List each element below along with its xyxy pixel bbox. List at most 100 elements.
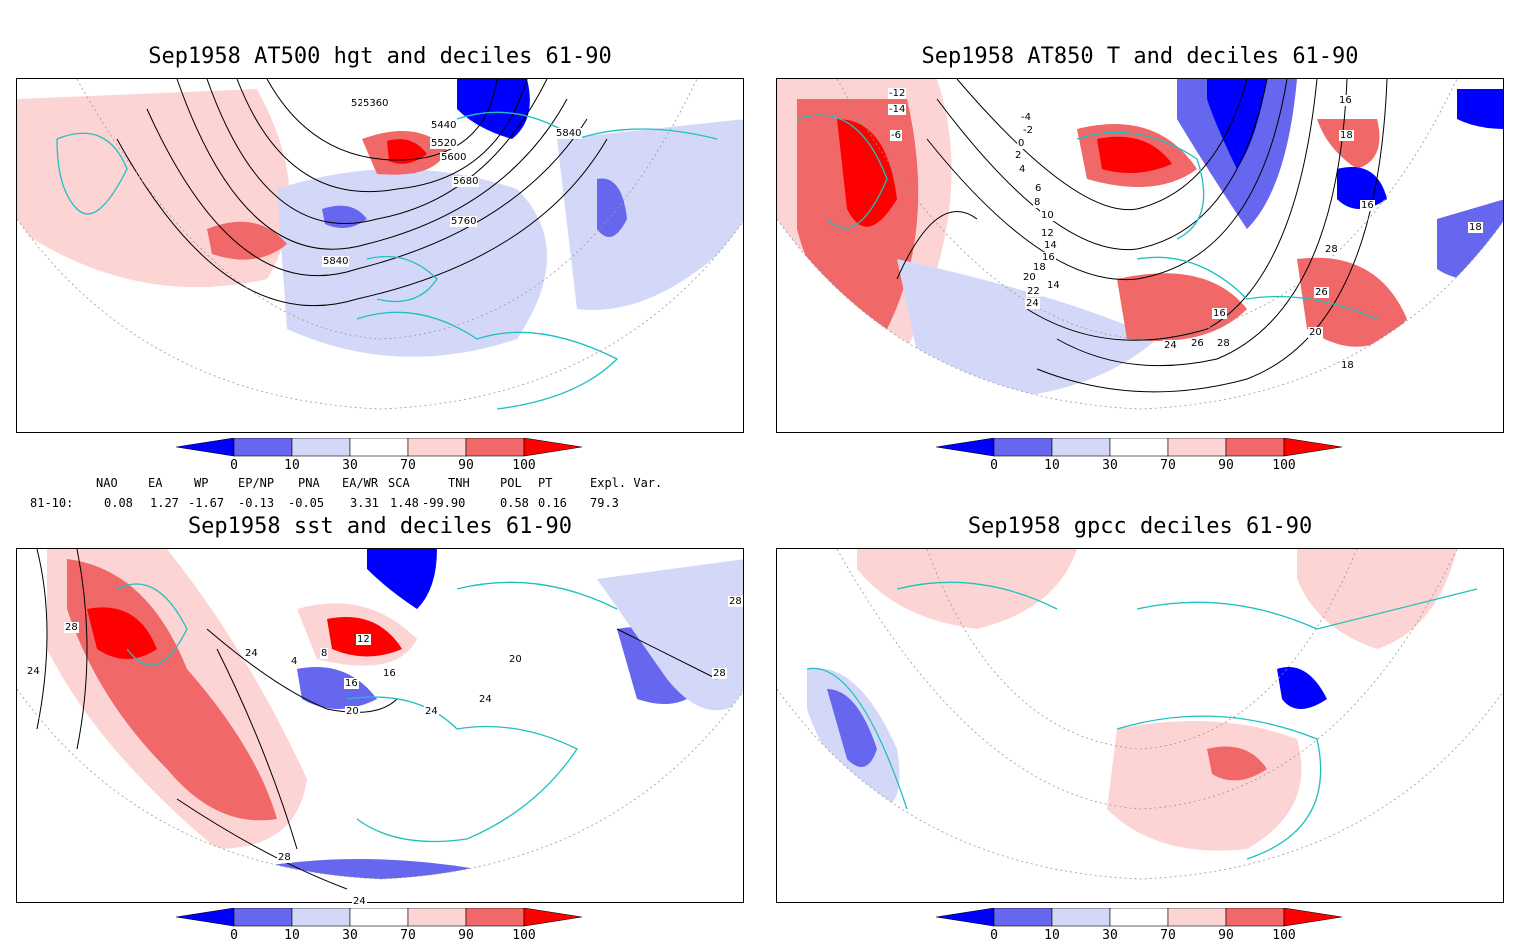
shade-region: [207, 221, 287, 260]
map-panel-sst: [16, 548, 744, 903]
cbar-seg: [349, 437, 409, 457]
shade-region: [1207, 79, 1267, 169]
index-value: 0.58: [500, 496, 529, 510]
contour-label: 24: [352, 896, 367, 907]
cbar-seg: [993, 907, 1053, 927]
cbar-seg: [1051, 437, 1111, 457]
panel-title-t850: Sep1958 AT850 T and deciles 61-90: [921, 44, 1359, 69]
shade-region: [1317, 119, 1380, 169]
contour-label: 24: [244, 648, 259, 659]
cbar-seg: [291, 907, 351, 927]
cbar-seg: [233, 437, 293, 457]
shade-region: [1457, 89, 1503, 129]
cbar-seg: [1225, 437, 1285, 457]
index-value: 0.16: [538, 496, 567, 510]
cbar-seg: [465, 437, 525, 457]
cbar-seg: [465, 907, 525, 927]
cbar-seg: [523, 437, 583, 457]
contour-label: 6: [1034, 183, 1043, 194]
index-header: TNH: [448, 476, 470, 490]
contour-label: 4: [290, 656, 299, 667]
contour-label: 14: [1043, 240, 1058, 251]
cbar-tick: 70: [400, 458, 416, 472]
contour-label: 12: [356, 634, 371, 645]
shade-region: [1097, 136, 1172, 173]
contour-label: 2: [1014, 150, 1023, 161]
cbar-seg: [175, 907, 235, 927]
contour-label: 28: [1324, 244, 1339, 255]
index-header: PT: [538, 476, 553, 490]
cbar-tick: 10: [284, 458, 300, 472]
contour-label: 8: [1033, 197, 1042, 208]
contour-label: -4: [1020, 112, 1032, 123]
contour-label: 5360: [362, 98, 390, 109]
index-header: WP: [194, 476, 209, 490]
contour-label: 12: [1040, 228, 1055, 239]
contour-label: 24: [1025, 298, 1040, 309]
shade-region: [557, 119, 743, 310]
contour-label: 8: [320, 648, 329, 659]
contour-label: 18: [1340, 360, 1355, 371]
shade-region: [247, 859, 477, 879]
shade-region: [597, 178, 627, 237]
cbar-seg: [175, 437, 235, 457]
panel-title-sst: Sep1958 sst and deciles 61-90: [187, 514, 573, 539]
contour-label: 5600: [440, 152, 468, 163]
cbar-tick: 100: [512, 458, 535, 472]
cbar-tick: 100: [1272, 458, 1295, 472]
contour-label: 5680: [452, 176, 480, 187]
index-header: NAO: [96, 476, 118, 490]
cbar-tick: 10: [1044, 928, 1060, 942]
shade-region: [297, 667, 377, 709]
contour-label: 22: [1026, 286, 1041, 297]
index-value: 1.27: [150, 496, 179, 510]
cbar-tick: 0: [230, 458, 238, 472]
contour-label: 18: [1339, 130, 1354, 141]
shade-region: [837, 119, 897, 227]
cbar-seg: [1283, 907, 1343, 927]
cbar-tick: 30: [1102, 458, 1118, 472]
index-value: 1.48: [390, 496, 419, 510]
index-value: -1.67: [188, 496, 225, 510]
cbar-tick: 90: [1218, 458, 1234, 472]
cbar-seg: [935, 437, 995, 457]
colorbar-1: 0 10 30 70 90 100: [175, 437, 586, 476]
colorbar-3: 0 10 30 70 90 100: [175, 907, 586, 946]
shade-region: [457, 79, 530, 139]
cbar-seg: [1167, 437, 1227, 457]
contour-label: 16: [382, 668, 397, 679]
cbar-tick: 70: [1160, 458, 1176, 472]
cbar-tick: 30: [342, 928, 358, 942]
contour-label: 5760: [450, 216, 478, 227]
contour-label: 28: [728, 596, 743, 607]
cbar-tick: 90: [1218, 928, 1234, 942]
cbar-tick: 100: [1272, 928, 1295, 942]
contour-label: 5520: [430, 138, 458, 149]
shade-region: [1337, 167, 1387, 209]
shade-region: [87, 607, 157, 659]
contour-label: 24: [424, 706, 439, 717]
contour-label: 5440: [430, 120, 458, 131]
cbar-seg: [1225, 907, 1285, 927]
panel-title-hgt500: Sep1958 AT500 hgt and deciles 61-90: [148, 44, 612, 69]
index-header: PNA: [298, 476, 320, 490]
index-row-label: 81-10:: [30, 496, 74, 510]
contour-label: 16: [1212, 308, 1227, 319]
index-header: Expl. Var.: [590, 476, 663, 490]
contour-label: 16: [1338, 95, 1353, 106]
contour-label: 20: [1022, 272, 1037, 283]
contour-label: 24: [1163, 340, 1178, 351]
shade-region: [597, 559, 743, 711]
cbar-seg: [407, 437, 467, 457]
shade-region: [897, 259, 1157, 401]
index-value: 0.08: [104, 496, 133, 510]
contour-label: 26: [1190, 338, 1205, 349]
contour-label: 10: [1040, 210, 1055, 221]
cbar-tick: 90: [458, 458, 474, 472]
map-panel-gpcc: [776, 548, 1504, 903]
contour-label: -6: [890, 130, 902, 141]
contour-label: 28: [712, 668, 727, 679]
cbar-seg: [523, 907, 583, 927]
cbar-seg: [1283, 437, 1343, 457]
cbar-seg: [291, 437, 351, 457]
